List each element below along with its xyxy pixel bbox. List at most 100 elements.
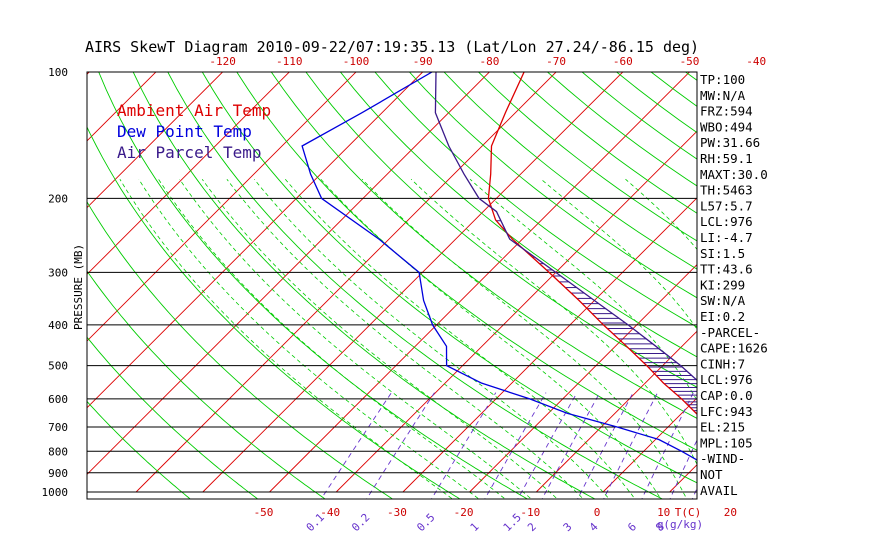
moist-adiabat-line — [138, 178, 480, 499]
moist-adiabat-line — [226, 178, 584, 499]
mixing-ratio-line — [641, 392, 694, 499]
dry-adiabat-line — [98, 72, 529, 499]
index-entry: AVAIL — [700, 483, 738, 498]
top-temp-tick-label: -100 — [343, 55, 370, 68]
isotherm-line — [87, 72, 224, 209]
legend-entry-2: Dew Point Temp — [117, 122, 252, 141]
index-entry: NOT — [700, 467, 723, 482]
index-entry: MW:N/A — [700, 88, 746, 103]
index-entry: WBO:494 — [700, 119, 753, 134]
index-entry: -PARCEL- — [700, 325, 760, 340]
top-temp-tick-label: -70 — [546, 55, 566, 68]
isotherm-line — [602, 397, 697, 493]
legend: Ambient Air Temp Dew Point Temp Air Parcel… — [117, 101, 271, 162]
moist-adiabat-line — [158, 178, 506, 499]
index-entry: TT:43.6 — [700, 262, 753, 277]
dry-adiabat-line — [339, 72, 697, 358]
pressure-tick-label: 200 — [48, 192, 68, 205]
index-entry: -WIND- — [700, 451, 745, 466]
top-temp-tick-label: -90 — [413, 55, 433, 68]
mixing-ratio-label: 6 — [625, 520, 639, 534]
y-axis-label: PRESSURE (MB) — [72, 244, 85, 330]
bottom-temp-tick-label: -50 — [254, 506, 274, 519]
mixing-ratio-line — [320, 392, 392, 499]
isotherm-line — [803, 53, 870, 492]
pressure-tick-label: 100 — [48, 66, 68, 79]
pressure-tick-label: 400 — [48, 319, 68, 332]
moist-adiabat-line — [320, 178, 662, 499]
dry-adiabat-line — [443, 72, 697, 270]
mixing-ratio-line — [809, 393, 851, 503]
pressure-tick-label: 300 — [48, 266, 68, 279]
dry-adiabat-line — [862, 53, 870, 503]
moist-adiabat-line — [361, 178, 688, 499]
pressure-tick-label: 900 — [48, 467, 68, 480]
dry-adiabat-line — [546, 72, 697, 187]
pressure-tick-label: 700 — [48, 421, 68, 434]
dry-adiabat-line — [408, 72, 697, 299]
index-entry: EI:0.2 — [700, 309, 745, 324]
dry-adiabat-line — [828, 53, 870, 503]
moist-adiabat-line — [119, 178, 454, 499]
pressure-tick-label: 600 — [48, 393, 68, 406]
series-line-1 — [487, 72, 697, 415]
bottom-temp-tick-label: -20 — [454, 506, 474, 519]
moist-adiabat-line — [253, 178, 610, 499]
top-temp-tick-label: -120 — [209, 55, 236, 68]
isotherm-line — [535, 330, 697, 493]
index-entry: L57:5.7 — [700, 198, 753, 213]
dry-adiabat-line — [761, 53, 870, 503]
moist-adiabat-line — [469, 178, 697, 402]
index-entry: CAP:0.0 — [700, 388, 753, 403]
mixing-ratio-line — [788, 393, 831, 503]
dry-adiabat-line — [684, 72, 697, 81]
mixing-ratio-line — [366, 392, 435, 499]
index-entry: KI:299 — [700, 277, 745, 292]
top-temp-tick-label: -50 — [680, 55, 700, 68]
bottom-temp-units: T(C) — [675, 506, 702, 519]
index-entry: CAPE:1626 — [700, 341, 768, 356]
index-entry: CINH:7 — [700, 356, 745, 371]
moist-adiabat-line — [284, 178, 636, 499]
index-entry: PW:31.66 — [700, 135, 760, 150]
top-temp-tick-label: -80 — [479, 55, 499, 68]
isotherm-line — [0, 53, 42, 492]
index-entry: SW:N/A — [700, 293, 746, 308]
index-entry: RH:59.1 — [700, 151, 753, 166]
bottom-temp-tick-label: 0 — [594, 506, 601, 519]
mixing-ratio-label: 2 — [525, 520, 539, 534]
mixing-ratio-line — [841, 393, 870, 503]
index-entry: FRZ:594 — [700, 104, 753, 119]
moist-adiabat-line — [540, 178, 697, 330]
index-panel: TP:100MW:N/AFRZ:594WBO:494PW:31.66RH:59.… — [700, 72, 768, 498]
series-line-3 — [434, 72, 697, 382]
plot-frame — [86, 71, 698, 500]
bottom-temp-tick-label: -30 — [387, 506, 407, 519]
mixing-ratio-line — [764, 393, 809, 503]
mixing-ratio-label: 1 — [468, 520, 482, 534]
bottom-temp-tick-label: -10 — [520, 506, 540, 519]
bottom-temp-tick-label: 10 — [657, 506, 670, 519]
plot-series — [301, 72, 697, 461]
chart-title: AIRS SkewT Diagram 2010-09-22/07:19:35.1… — [85, 38, 699, 56]
dry-adiabat-line — [512, 72, 697, 214]
legend-entry-1: Ambient Air Temp — [117, 101, 271, 120]
index-entry: SI:1.5 — [700, 246, 745, 261]
series-line-2 — [301, 72, 697, 461]
index-entry: TH:5463 — [700, 183, 753, 198]
pressure-tick-label: 800 — [48, 445, 68, 458]
mixing-ratio-units: q(g/kg) — [657, 518, 703, 531]
bottom-temp-tick-label: -40 — [320, 506, 340, 519]
top-temp-tick-label: -40 — [746, 55, 766, 68]
mixing-ratio-label: 0.2 — [349, 511, 372, 534]
isotherm-line — [87, 72, 157, 142]
index-entry: LFC:943 — [700, 404, 753, 419]
top-temp-tick-label: -60 — [613, 55, 633, 68]
top-temp-tick-label: -110 — [276, 55, 303, 68]
pressure-tick-label: 1000 — [42, 486, 69, 499]
pressure-tick-label: 500 — [48, 360, 68, 373]
dry-adiabat-line — [270, 72, 697, 419]
index-entry: EL:215 — [700, 420, 745, 435]
mixing-ratio-line — [484, 392, 547, 499]
